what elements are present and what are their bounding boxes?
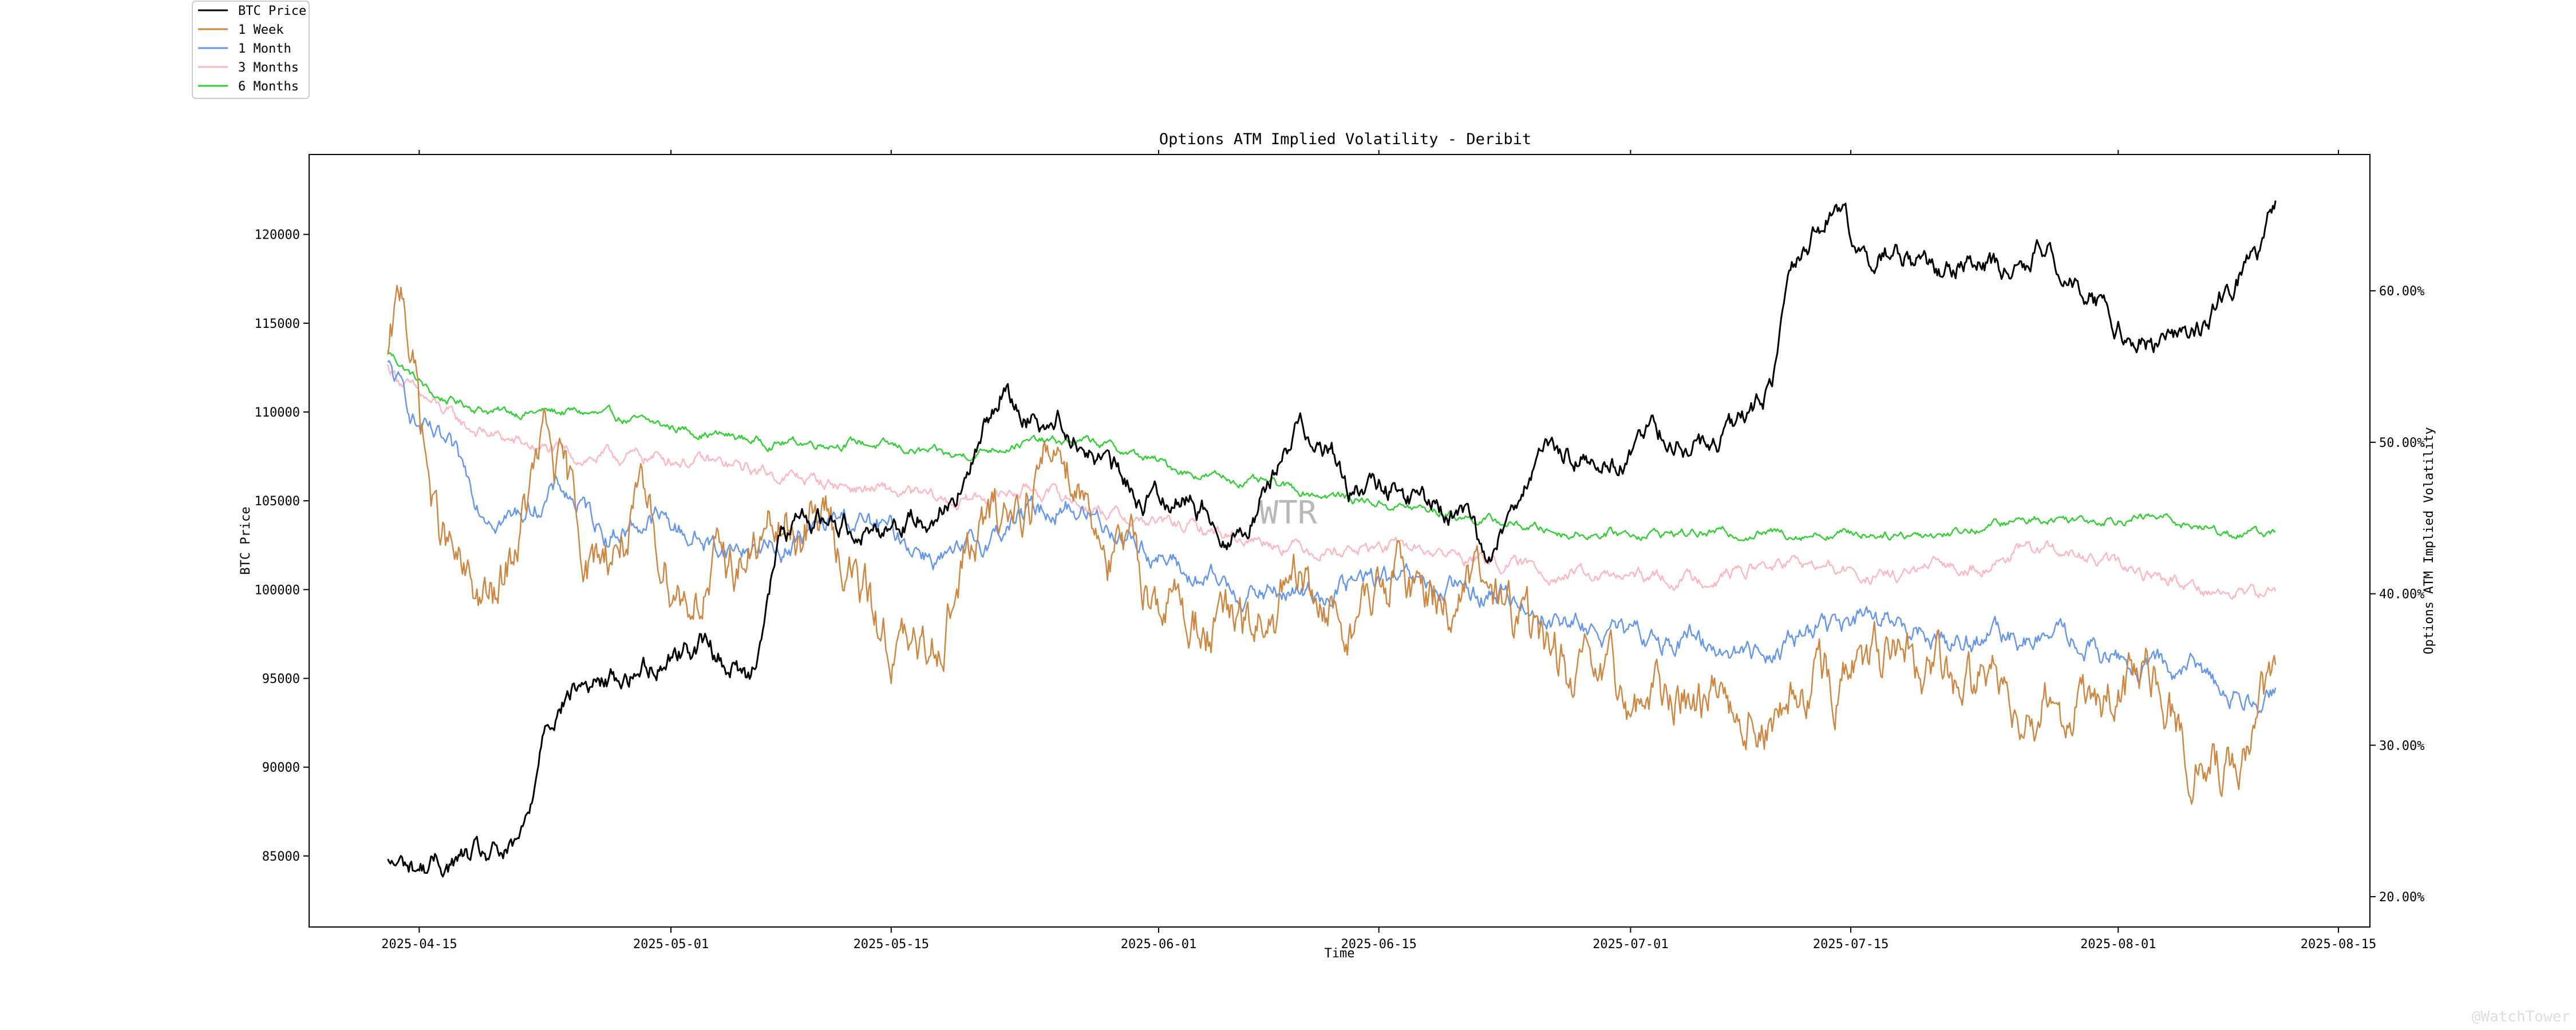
y-right-tick-label: 40.00% — [2379, 588, 2424, 602]
y-left-tick-label: 85000 — [262, 850, 300, 864]
x-tick-label: 2025-07-15 — [1813, 937, 1888, 952]
y-left-tick-label: 105000 — [255, 494, 300, 509]
x-tick-label: 2025-04-15 — [381, 937, 457, 952]
series-line-1-month — [387, 360, 2277, 714]
legend-label-1-month: 1 Month — [238, 42, 291, 56]
watermark: WTR — [1259, 494, 1317, 532]
legend-label-6-months: 6 Months — [238, 80, 299, 94]
y-right-tick-label: 50.00% — [2379, 436, 2424, 450]
plot-frame — [309, 154, 2370, 928]
series-line-btc-price — [387, 200, 2277, 878]
series-line-3-months — [387, 364, 2277, 600]
series-line-6-months — [387, 350, 2276, 541]
y-right-axis-label: Options ATM Implied Volatility — [2422, 427, 2436, 654]
x-tick-label: 2025-07-01 — [1593, 937, 1668, 952]
x-tick-label: 2025-06-01 — [1121, 937, 1196, 952]
axes-layer: 2025-04-15 2025-05-01 2025-05-15 2025-06-01… — [255, 150, 2424, 952]
legend-label-1-week: 1 Week — [238, 23, 283, 37]
y-left-tick-label: 110000 — [255, 406, 300, 420]
x-axis-label: Time — [1325, 946, 1355, 961]
x-tick-label: 2025-08-01 — [2080, 937, 2156, 952]
y-right-tick-label: 20.00% — [2379, 890, 2424, 905]
legend-label-btc-price: BTC Price — [238, 4, 306, 18]
footer-mark: @WatchTower — [2472, 1008, 2570, 1025]
y-right-tick-label: 30.00% — [2379, 739, 2424, 753]
x-tick-label: 2025-05-01 — [633, 937, 709, 952]
legend: BTC Price 1 Week 1 Month 3 Months 6 Months — [192, 1, 310, 99]
x-tick-label: 2025-08-15 — [2301, 937, 2376, 952]
y-left-tick-label: 90000 — [262, 761, 300, 775]
legend-label-3-months: 3 Months — [238, 61, 299, 75]
series-line-1-week — [387, 284, 2277, 805]
y-left-axis-label: BTC Price — [239, 506, 253, 575]
y-left-tick-label: 115000 — [255, 317, 300, 331]
legend-box — [192, 1, 310, 99]
series-layer — [387, 200, 2277, 878]
y-right-tick-label: 60.00% — [2379, 284, 2424, 299]
chart-title: Options ATM Implied Volatility - Deribit — [1159, 130, 1531, 148]
x-tick-label: 2025-06-15 — [1341, 937, 1416, 952]
y-left-tick-label: 95000 — [262, 672, 300, 687]
y-left-tick-label: 100000 — [255, 583, 300, 597]
x-tick-label: 2025-05-15 — [854, 937, 929, 952]
y-left-tick-label: 120000 — [255, 228, 300, 243]
